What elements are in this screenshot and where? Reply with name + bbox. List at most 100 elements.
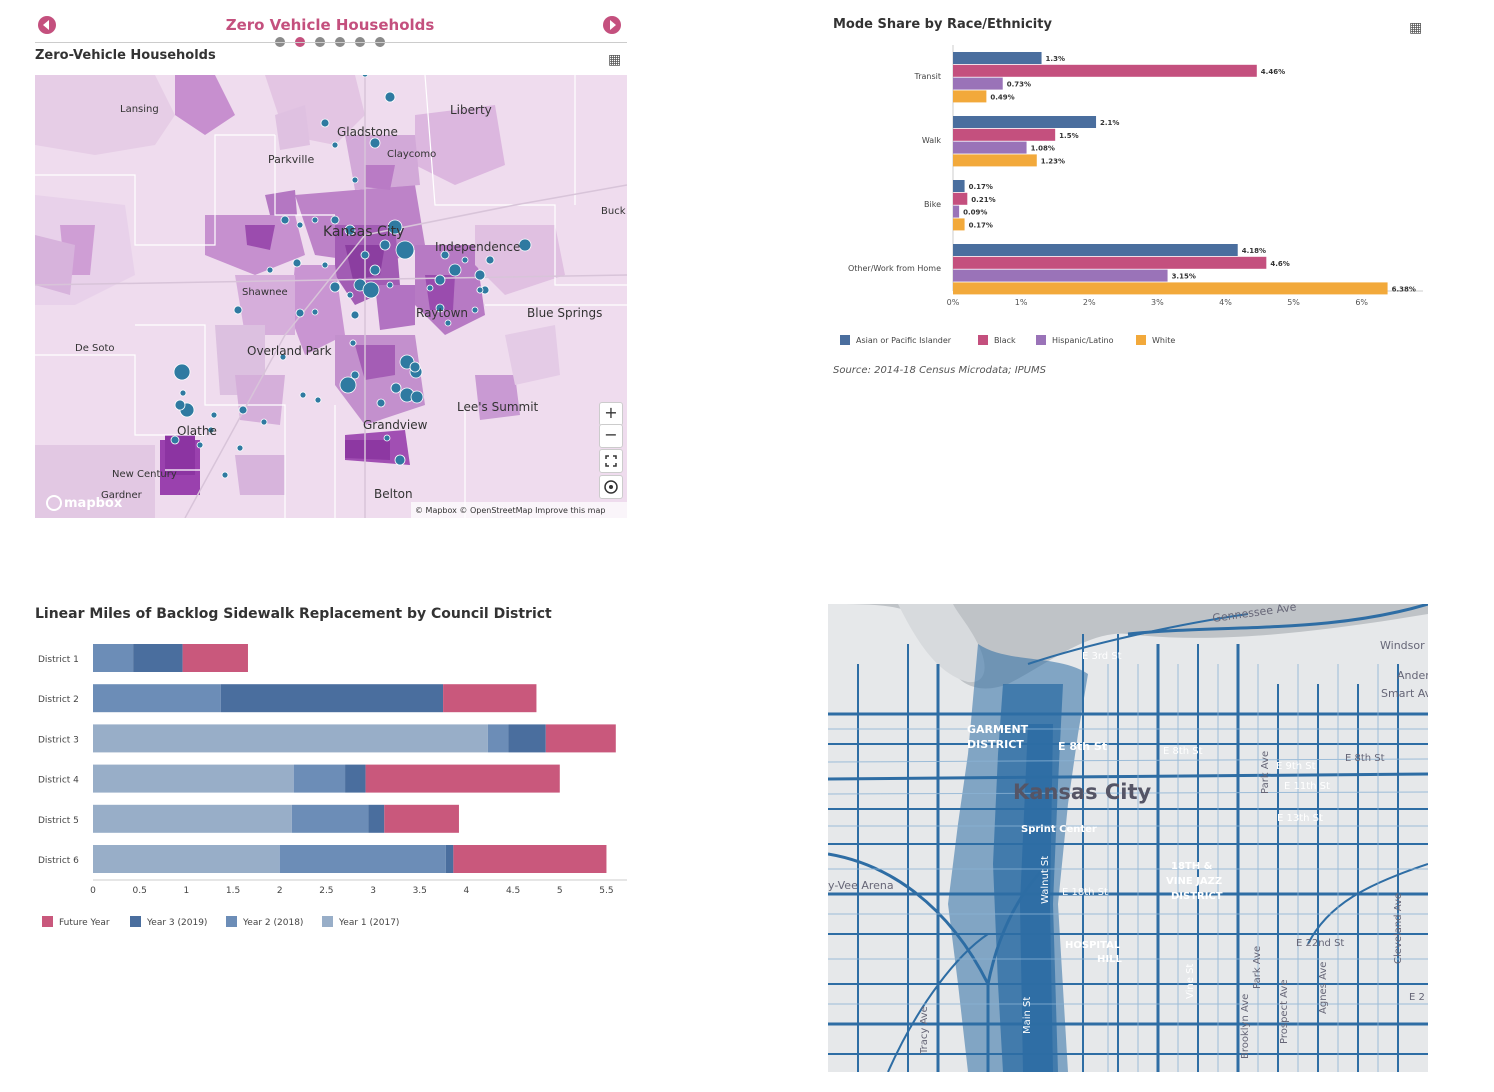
geolocate-button[interactable]: [599, 475, 623, 499]
legend-swatch: [978, 335, 988, 345]
zero-vehicle-panel: Zero Vehicle Households Zero-Vehicle Hou…: [0, 0, 640, 530]
svg-text:E 3rd St: E 3rd St: [1082, 651, 1122, 662]
map-label-gardner: Gardner: [101, 490, 143, 501]
next-slide-button[interactable]: [603, 16, 621, 34]
x-tick-label: 1.5: [226, 886, 240, 896]
svg-text:E 8th St: E 8th St: [1058, 740, 1107, 753]
zoom-out-button[interactable]: −: [599, 424, 623, 448]
bar-segment: [291, 804, 369, 833]
map-label-blue-springs: Blue Springs: [527, 306, 602, 320]
x-tick-label: 4.5: [506, 886, 520, 896]
data-label: 6.38%: [1392, 285, 1416, 293]
svg-text:E 9th St: E 9th St: [1276, 761, 1316, 772]
x-tick-label: 1%: [1015, 298, 1028, 307]
bar-segment: [93, 644, 134, 672]
geolocate-icon: [604, 480, 618, 494]
map-label-claycomo: Claycomo: [387, 149, 436, 160]
zero-vehicle-map[interactable]: Lansing Liberty Gladstone Claycomo Parkv…: [35, 75, 627, 518]
data-label: 2.1%: [1100, 119, 1119, 127]
chart-menu-icon[interactable]: ▦: [608, 52, 622, 68]
bar: [953, 64, 1257, 77]
legend-swatch: [42, 916, 53, 927]
zoom-in-button[interactable]: +: [599, 402, 623, 426]
data-label: 1.23%: [1041, 157, 1065, 165]
bar: [953, 52, 1042, 64]
bar-segment: [453, 845, 607, 873]
bar-segment: [93, 845, 280, 873]
category-label: District 4: [38, 776, 79, 786]
fullscreen-button[interactable]: [599, 449, 623, 473]
bar: [953, 244, 1238, 256]
legend-item[interactable]: Year 3 (2019): [130, 916, 207, 928]
svg-text:E 11th St: E 11th St: [1284, 781, 1330, 792]
bar: [953, 192, 968, 205]
previous-slide-button[interactable]: [38, 16, 56, 34]
downtown-streets-map[interactable]: Windsor Ander Smart Av GARMENT DISTRICT …: [828, 604, 1428, 1072]
bar-segment: [487, 724, 509, 753]
fullscreen-icon: [605, 455, 617, 467]
map-label-lees-summit: Lee's Summit: [457, 400, 539, 414]
svg-text:Kansas City: Kansas City: [1013, 780, 1152, 804]
map-label-lansing: Lansing: [120, 104, 159, 115]
bar-segment: [133, 644, 183, 672]
chart-menu-icon[interactable]: ▦: [1409, 20, 1423, 36]
category-label: Walk: [922, 136, 942, 145]
data-label: 0.17%: [969, 183, 993, 191]
legend-item[interactable]: White: [1136, 335, 1175, 345]
legend-label: Year 3 (2019): [146, 918, 207, 928]
data-label: 0.21%: [971, 196, 995, 204]
x-tick-label: 3.5: [413, 886, 427, 896]
legend-item[interactable]: Asian or Pacific Islander: [840, 335, 952, 345]
map-label-overland-park: Overland Park: [247, 344, 332, 358]
svg-text:Park Ave: Park Ave: [1260, 751, 1271, 794]
data-label: 0.49%: [990, 93, 1014, 101]
legend-item[interactable]: Future Year: [42, 916, 110, 928]
legend-label: Future Year: [59, 918, 110, 928]
bar-segment: [279, 845, 446, 873]
bar: [953, 180, 965, 192]
bar-segment: [293, 764, 346, 793]
legend-label: White: [1152, 336, 1175, 345]
legend-item[interactable]: Hispanic/Latino: [1036, 335, 1114, 345]
legend-item[interactable]: Year 1 (2017): [322, 916, 399, 928]
category-label: District 6: [38, 856, 79, 866]
svg-text:Main St: Main St: [1022, 997, 1033, 1034]
bar-segment: [220, 684, 444, 713]
map-label-olathe: Olathe: [177, 424, 217, 438]
legend-item[interactable]: Year 2 (2018): [226, 916, 303, 928]
svg-text:Ander: Ander: [1397, 669, 1428, 682]
x-tick-label: 3%: [1151, 298, 1164, 307]
legend-swatch: [130, 916, 141, 927]
sidewalk-chart: 0 0.5 1 1.5 2 2.5 3 3.5 4 4.5 5 5.5 District 1 Distri…: [38, 644, 627, 928]
svg-text:mapbox: mapbox: [64, 496, 123, 511]
svg-text:Park Ave: Park Ave: [1252, 946, 1263, 989]
legend-item[interactable]: Black: [978, 335, 1016, 345]
carousel-title: Zero Vehicle Households: [225, 16, 435, 34]
mode-share-panel: Mode Share by Race/Ethnicity ▦ 0% 1% 2% 3% 4…: [820, 0, 1440, 400]
svg-text:E 13th St: E 13th St: [1277, 813, 1323, 824]
svg-text:Agnes Ave: Agnes Ave: [1318, 962, 1329, 1014]
bar-segment: [365, 764, 560, 793]
svg-text:HILL: HILL: [1097, 954, 1122, 965]
bar: [953, 282, 1388, 295]
mode-share-chart: 0% 1% 2% 3% 4% 5% 6% Transit 1.3% 4.46% 0.73% 0.49%…: [840, 45, 1423, 345]
category-label: Bike: [924, 200, 941, 209]
bar-segment: [545, 724, 616, 753]
x-tick-label: 5.5: [599, 886, 613, 896]
map-label-belton: Belton: [374, 487, 413, 501]
svg-text:18TH &: 18TH &: [1171, 861, 1213, 872]
legend-swatch: [322, 916, 333, 927]
mapbox-logo[interactable]: mapbox: [46, 495, 123, 511]
map-label-shawnee: Shawnee: [242, 287, 288, 298]
bar-segment: [443, 684, 537, 713]
legend-swatch: [1136, 335, 1146, 345]
bar-segment: [384, 804, 459, 833]
map-label-new-century: New Century: [112, 469, 177, 480]
sidewalk-title: Linear Miles of Backlog Sidewalk Replace…: [35, 606, 552, 622]
street-grid-light: [828, 664, 1428, 1072]
svg-text:Tracy Ave: Tracy Ave: [919, 1006, 930, 1055]
bar-segment: [93, 684, 221, 713]
map-attribution[interactable]: © Mapbox © OpenStreetMap Improve this ma…: [415, 506, 605, 515]
data-label: 4.6%: [1270, 260, 1289, 268]
svg-text:HOSPITAL: HOSPITAL: [1065, 940, 1121, 951]
